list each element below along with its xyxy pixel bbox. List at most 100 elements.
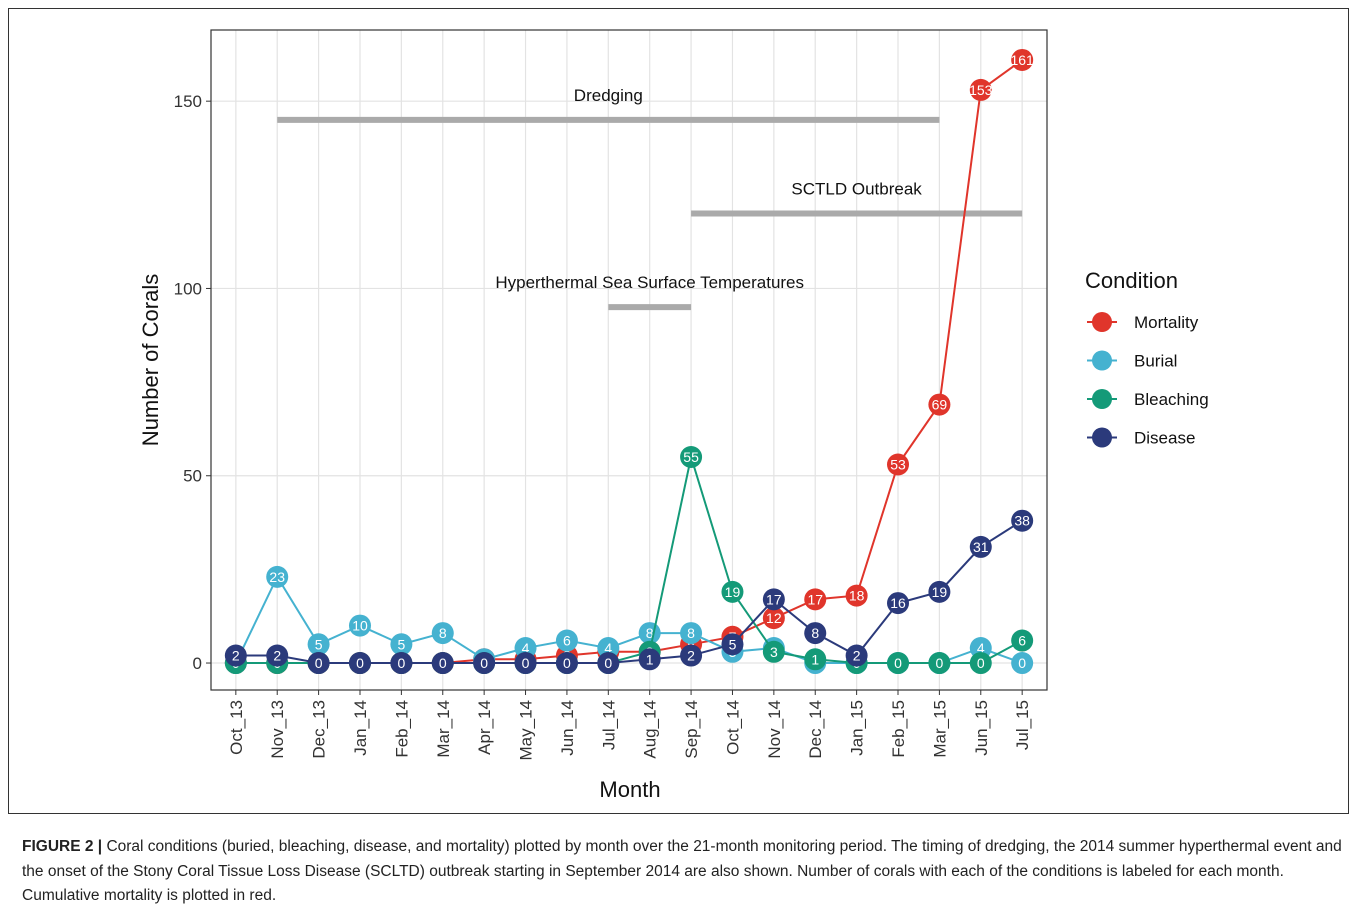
- data-point: [266, 644, 289, 667]
- annotation-label: Dredging: [574, 86, 643, 105]
- x-tick-label: Jul_14: [599, 700, 618, 750]
- data-point: [431, 622, 454, 645]
- data-point: [804, 648, 827, 671]
- data-point: [845, 584, 868, 607]
- data-point: [721, 580, 744, 603]
- data-label: 4: [522, 640, 530, 656]
- x-tick-label: Mar_14: [434, 700, 453, 758]
- data-label: 5: [397, 636, 405, 652]
- data-point: [680, 644, 703, 667]
- data-point: [804, 588, 827, 611]
- data-label: 2: [687, 648, 695, 664]
- data-label: 2: [273, 648, 281, 664]
- y-axis-title: Number of Corals: [138, 274, 163, 446]
- data-point: [928, 652, 951, 675]
- data-label: 2: [853, 648, 861, 664]
- data-point: [473, 652, 496, 675]
- legend-label: Mortality: [1134, 313, 1199, 332]
- legend-label: Disease: [1134, 429, 1195, 448]
- data-point: [1011, 509, 1034, 532]
- data-point: [845, 644, 868, 667]
- data-point: [638, 648, 661, 671]
- data-point: [887, 453, 910, 476]
- data-label: 2: [232, 648, 240, 664]
- legend-marker: [1092, 350, 1112, 371]
- data-label: 8: [439, 625, 447, 641]
- data-point: [887, 652, 910, 675]
- legend-title: Condition: [1085, 268, 1178, 293]
- data-label: 5: [687, 636, 695, 652]
- y-tick-label: 0: [193, 654, 202, 673]
- data-label: 38: [1014, 513, 1030, 529]
- data-point: [762, 588, 785, 611]
- x-tick-label: Oct_13: [227, 700, 246, 755]
- plot-panel: [211, 30, 1047, 690]
- x-tick-label: Nov_13: [268, 700, 287, 759]
- data-label: 161: [1010, 52, 1034, 68]
- x-tick-label: Nov_14: [765, 700, 784, 759]
- data-label: 8: [811, 625, 819, 641]
- data-point: [721, 633, 744, 656]
- data-label: 0: [1018, 655, 1026, 671]
- data-label: 0: [480, 655, 488, 671]
- legend-label: Burial: [1134, 352, 1177, 371]
- data-label: 0: [977, 655, 985, 671]
- x-tick-label: Jan_15: [848, 700, 867, 756]
- data-point: [390, 633, 413, 656]
- x-tick-label: Apr_14: [475, 700, 494, 755]
- data-label: 3: [770, 644, 778, 660]
- chart: Dredging SCTLD Outbreak Hyperthermal Sea S…: [138, 29, 1209, 802]
- data-point: [224, 644, 247, 667]
- data-label: 53: [890, 457, 906, 473]
- data-label: 8: [687, 625, 695, 641]
- data-point: [762, 607, 785, 630]
- data-point: [597, 652, 620, 675]
- plot-border: [210, 29, 1048, 691]
- data-label: 0: [522, 655, 530, 671]
- x-tick-label: Sep_14: [682, 700, 701, 759]
- data-label: 0: [315, 655, 323, 671]
- data-point: [680, 446, 703, 469]
- annotation-label: SCTLD Outbreak: [791, 180, 922, 199]
- caption-label: FIGURE 2 |: [22, 838, 103, 855]
- y-tick-label: 50: [183, 467, 202, 486]
- data-label: 1: [646, 651, 654, 667]
- data-point: [431, 652, 454, 675]
- data-label: 8: [646, 625, 654, 641]
- x-tick-label: Dec_13: [310, 700, 329, 759]
- data-label: 0: [397, 655, 405, 671]
- y-tick-label: 100: [174, 279, 202, 298]
- x-tick-label: Jul_15: [1013, 700, 1032, 750]
- data-label: 17: [807, 591, 823, 607]
- x-tick-label: Feb_14: [392, 700, 411, 758]
- data-label: 4: [604, 640, 612, 656]
- data-point: [1011, 652, 1034, 675]
- caption: FIGURE 2 | Coral conditions (buried, ble…: [22, 835, 1342, 909]
- data-point: [680, 622, 703, 645]
- legend-marker: [1092, 312, 1112, 332]
- data-label: 0: [439, 655, 447, 671]
- legend-marker: [1092, 427, 1112, 448]
- x-tick-label: Jun_15: [972, 700, 991, 756]
- x-tick-label: Mar_15: [930, 700, 949, 758]
- data-label: 18: [849, 588, 865, 604]
- data-label: 0: [356, 655, 364, 671]
- x-axis-title: Month: [599, 777, 660, 802]
- data-point: [307, 652, 330, 675]
- data-label: 23: [269, 569, 285, 585]
- data-label: 5: [315, 636, 323, 652]
- data-point: [887, 592, 910, 615]
- legend-label: Bleaching: [1134, 390, 1209, 409]
- x-tick-label: May_14: [517, 700, 536, 760]
- data-point: [348, 652, 371, 675]
- caption-text: Coral conditions (buried, bleaching, dis…: [22, 838, 1342, 904]
- data-label: 1: [811, 651, 819, 667]
- data-point: [969, 78, 992, 101]
- data-label: 19: [725, 584, 741, 600]
- data-label: 153: [969, 82, 993, 98]
- data-point: [762, 640, 785, 663]
- data-point: [928, 580, 951, 603]
- data-point: [266, 565, 289, 588]
- data-label: 0: [604, 655, 612, 671]
